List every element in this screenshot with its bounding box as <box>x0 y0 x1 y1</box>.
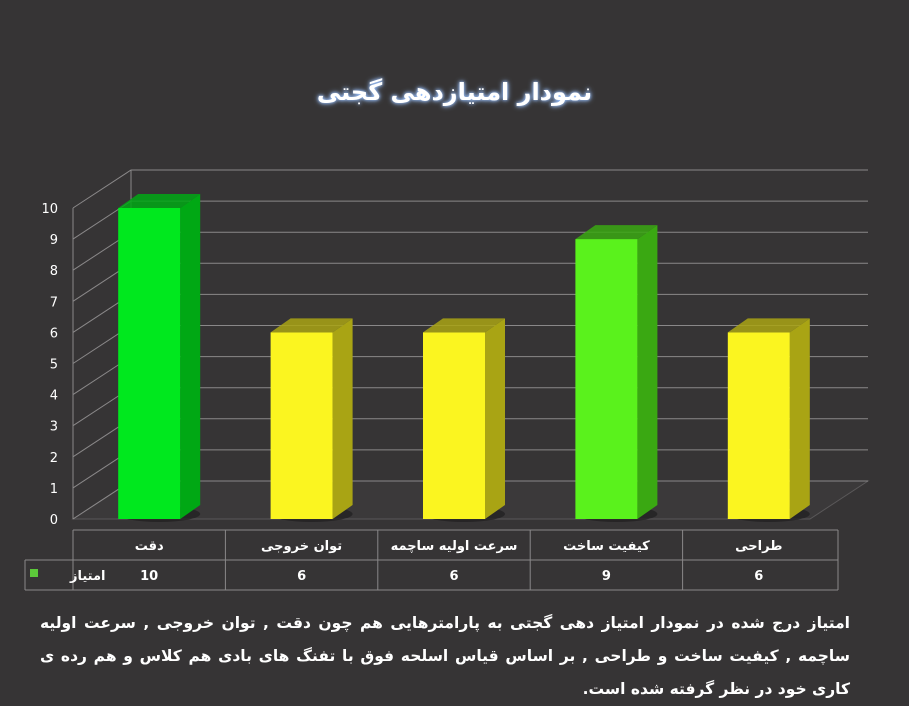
bar-side <box>332 318 353 519</box>
data-label: 6 <box>297 569 306 584</box>
category-label: سرعت اولیه ساچمه <box>391 539 518 554</box>
bar-front <box>575 239 638 519</box>
category-label: طراحی <box>735 539 782 554</box>
bar-side <box>637 225 658 519</box>
y-tick-label: 4 <box>50 389 58 404</box>
bar-side <box>485 318 505 519</box>
y-tick-label: 2 <box>50 451 58 466</box>
y-tick-label: 5 <box>50 358 58 373</box>
bar-top <box>118 194 201 208</box>
bar-chart: 0 1 2 3 4 5 6 7 8 9 10 دقت توان خروجی سرعت اولیه ساچم… <box>24 169 870 591</box>
bar <box>727 318 810 522</box>
data-label: 10 <box>140 569 158 584</box>
y-tick-label: 9 <box>50 233 58 248</box>
bar-front <box>423 332 485 519</box>
bar-top <box>575 225 658 240</box>
chart-title: نمودار امتیازدهی گجتی <box>316 78 593 106</box>
y-tick-label: 6 <box>50 326 58 341</box>
chart-description: امتیاز درج شده در نمودار امتیاز دهی گجتی… <box>40 614 850 698</box>
category-label: توان خروجی <box>261 539 342 554</box>
bar-top <box>423 318 505 333</box>
bar-top <box>270 318 353 333</box>
category-label: دقت <box>135 539 164 554</box>
data-label: 9 <box>602 569 611 584</box>
bar-side <box>180 194 201 519</box>
category-label: کیفیت ساخت <box>563 539 650 554</box>
y-tick-label: 10 <box>41 202 58 217</box>
data-label: 6 <box>449 569 458 584</box>
bar-front <box>118 208 181 519</box>
data-table: دقت توان خروجی سرعت اولیه ساچمه کیفیت ساخت ط… <box>24 529 839 591</box>
bar-front <box>270 332 333 519</box>
bar-side <box>789 318 810 519</box>
y-tick-label: 1 <box>50 482 58 497</box>
y-tick-label: 3 <box>50 420 58 435</box>
bar <box>575 225 658 522</box>
bar <box>423 318 505 522</box>
y-tick-label: 8 <box>50 264 58 279</box>
y-tick-label: 0 <box>50 513 58 528</box>
legend-key <box>30 569 38 577</box>
bar-front <box>727 332 790 519</box>
bar <box>270 318 353 522</box>
legend-series-name: امتیاز <box>69 569 105 584</box>
bar <box>118 194 201 522</box>
bar-top <box>727 318 810 333</box>
data-label: 6 <box>754 569 763 584</box>
y-tick-label: 7 <box>50 295 58 310</box>
